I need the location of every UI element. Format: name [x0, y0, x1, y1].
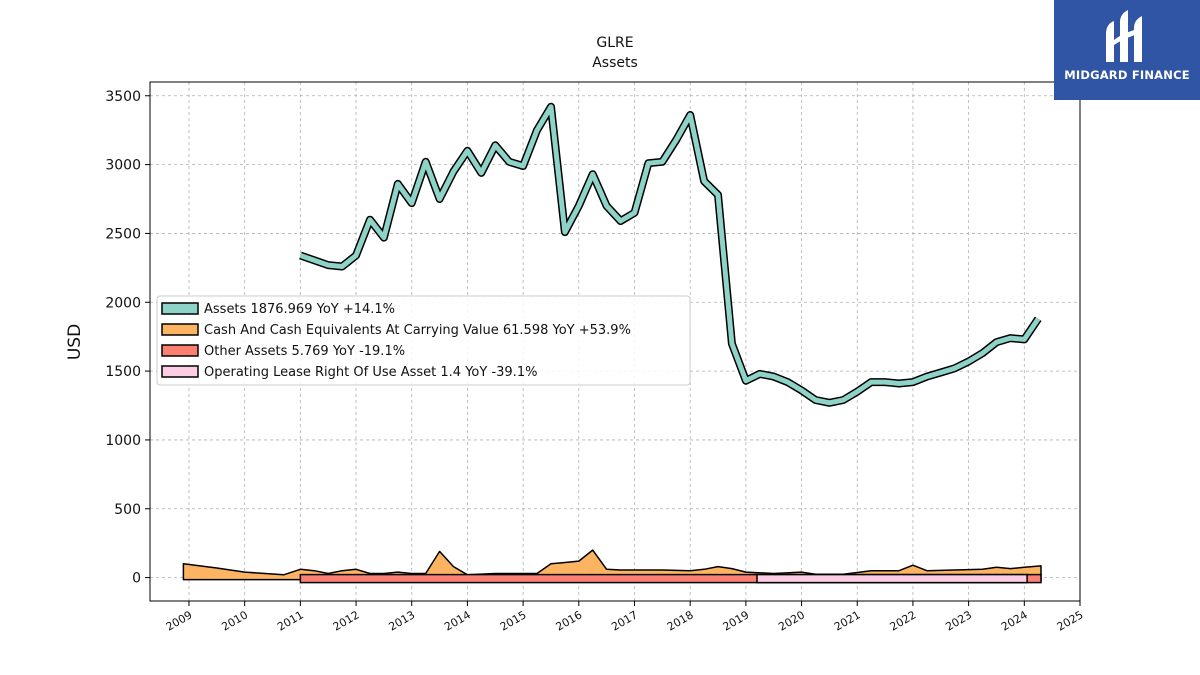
x-tick-label: 2011 [275, 608, 306, 633]
operating-lease-bar [756, 573, 1028, 584]
x-tick-label: 2023 [943, 608, 974, 633]
x-tick-label: 2009 [164, 608, 195, 633]
legend-label: Other Assets 5.769 YoY -19.1% [204, 344, 405, 359]
logo-mark-icon [1106, 10, 1142, 62]
legend-box [156, 295, 691, 386]
midgard-finance-logo: MIDGARD FINANCE [1054, 0, 1200, 100]
x-tick-label: 2017 [609, 608, 640, 633]
legend-label: Assets 1876.969 YoY +14.1% [204, 302, 395, 317]
axes: 0 500 1000 1500 2000 2500 3000 3500 2009 2010 2011… [105, 81, 1086, 634]
logo-text: MIDGARD FINANCE [1064, 68, 1190, 82]
legend-swatch [161, 302, 199, 315]
y-tick-label: 1500 [105, 364, 141, 380]
x-tick-label: 2016 [554, 608, 585, 633]
other-assets-bar [299, 573, 1042, 584]
x-tick-label: 2013 [386, 608, 417, 633]
x-tick-label: 2014 [442, 608, 473, 633]
x-tick-label: 2019 [721, 608, 752, 633]
x-tick-label: 2012 [331, 608, 362, 633]
legend-swatch [161, 365, 199, 378]
y-axis-label: USD [65, 324, 85, 360]
y-tick-label: 3500 [105, 89, 141, 105]
chart-subtitle: Assets [592, 55, 638, 71]
y-tick-label: 3000 [105, 158, 141, 174]
chart-title: GLRE [596, 35, 633, 51]
legend: Assets 1876.969 YoY +14.1% Cash And Cash … [156, 295, 691, 386]
y-tick-label: 2500 [105, 226, 141, 242]
cash-area [182, 549, 1042, 581]
x-tick-label: 2018 [665, 608, 696, 633]
x-tick-label: 2010 [219, 608, 250, 633]
x-tick-label: 2015 [498, 608, 529, 633]
y-tick-label: 2000 [105, 295, 141, 311]
x-tick-label: 2021 [832, 608, 863, 633]
legend-label: Operating Lease Right Of Use Asset 1.4 Y… [204, 365, 537, 380]
legend-label: Cash And Cash Equivalents At Carrying Va… [204, 323, 631, 338]
plot-frame [149, 81, 1081, 602]
legend-swatch [161, 323, 199, 336]
y-tick-label: 1000 [105, 433, 141, 449]
x-tick-label: 2022 [888, 608, 919, 633]
x-tick-label: 2025 [1055, 608, 1086, 633]
series-layer [182, 102, 1042, 584]
y-tick-label: 0 [132, 571, 141, 587]
x-tick-label: 2020 [776, 608, 807, 633]
x-tick-label: 2024 [999, 608, 1030, 633]
y-tick-label: 500 [114, 502, 141, 518]
legend-swatch [161, 344, 199, 357]
assets-line [299, 104, 1041, 406]
